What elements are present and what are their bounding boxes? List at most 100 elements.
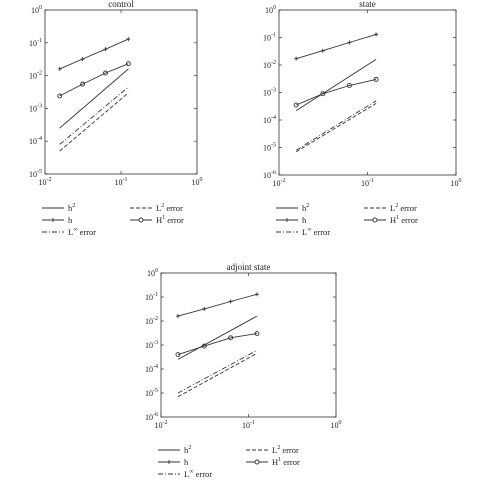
legend-item-l2-error: L2 error <box>246 445 299 455</box>
y-tick-label: 10-3 <box>263 88 276 98</box>
legend-item-l-inf-error: L∞ error <box>42 227 96 237</box>
legend-marker <box>372 217 378 223</box>
legend-label: h2 <box>302 203 309 213</box>
legend-item-l-inf-error: L∞ error <box>276 227 330 237</box>
chart-title: state <box>359 0 376 9</box>
point-marker <box>346 83 352 88</box>
legend-marker <box>167 460 171 464</box>
series-line <box>59 92 129 152</box>
legend-item-h: h <box>42 215 73 225</box>
series-line <box>296 33 377 60</box>
y-tick-label: 10-1 <box>263 33 276 43</box>
x-tick-label: 10-1 <box>361 178 374 188</box>
legend-label: L2 error <box>390 203 417 213</box>
point-marker <box>175 352 181 358</box>
legend: h2 L2 error h H1 error L∞ error <box>42 203 184 237</box>
series-h2 <box>177 315 258 360</box>
plot-frame <box>160 272 337 418</box>
point-marker <box>254 292 259 297</box>
legend-label: L2 error <box>272 445 299 455</box>
point-marker <box>103 47 108 52</box>
chart-title: adjoint state <box>227 262 271 272</box>
x-tick-label: 10-1 <box>115 177 128 187</box>
series-line <box>295 59 377 111</box>
legend: h2 L2 error h H1 error L∞ error <box>276 203 418 237</box>
point-marker <box>57 93 63 99</box>
point-marker <box>126 37 131 42</box>
y-tick-label: 10-5 <box>29 169 42 179</box>
point-marker <box>125 61 131 67</box>
point-marker <box>80 57 85 62</box>
y-tick-label: 10-1 <box>145 292 158 302</box>
legend-label: h <box>68 215 73 225</box>
legend-label: h2 <box>68 203 75 213</box>
point-marker <box>201 343 207 349</box>
legend-marker <box>51 218 55 222</box>
series-l-inf-error <box>177 349 258 394</box>
legend-item-h1-error: H1 error <box>364 215 418 225</box>
x-tick-label: 10-2 <box>155 420 168 430</box>
point-marker <box>80 81 86 87</box>
point-marker <box>294 56 299 61</box>
series-h2 <box>295 59 377 111</box>
series-l2-error <box>59 92 129 152</box>
series-line <box>177 349 258 394</box>
series-h <box>57 37 131 71</box>
x-tick-label: 100 <box>331 420 342 430</box>
series-line <box>59 63 129 97</box>
series-line <box>59 38 129 70</box>
point-marker <box>228 299 233 304</box>
series-line <box>177 352 258 398</box>
series-line <box>59 86 129 145</box>
chart-adjoint-state: adjoint state 10-6 10-5 10-4 10-3 10-2 10-1 100… <box>145 262 342 430</box>
legend-label: L∞ error <box>184 469 212 479</box>
point-marker <box>254 331 260 336</box>
x-tick-label: 10-1 <box>242 420 255 430</box>
legend: h2 L2 error h H1 error L∞ error <box>158 445 300 479</box>
legend-item-h: h <box>158 457 189 467</box>
point-marker <box>374 32 379 37</box>
y-tick-label: 10-2 <box>145 316 158 326</box>
legend-item-h1-error: H1 error <box>130 215 184 225</box>
point-marker <box>347 40 352 45</box>
legend-marker <box>138 217 144 223</box>
point-marker <box>202 306 207 311</box>
legend-item-h2: h2 <box>42 203 75 213</box>
series-line <box>295 103 377 153</box>
y-tick-label: 10-6 <box>145 412 158 422</box>
y-tick-label: 10-2 <box>29 71 42 81</box>
y-tick-label: 10-3 <box>145 340 158 350</box>
point-marker <box>373 76 379 82</box>
y-tick-label: 100 <box>265 5 276 15</box>
y-tick-label: 10-3 <box>29 103 42 113</box>
legend-item-h2: h2 <box>158 445 191 455</box>
series-h <box>175 292 259 319</box>
legend-item-h: h <box>276 215 307 225</box>
series-h <box>294 32 379 61</box>
chart-title: control <box>108 0 134 9</box>
y-tick-label: 10-1 <box>29 38 42 48</box>
legend-item-h1-error: H1 error <box>246 457 300 467</box>
series-h2 <box>59 68 129 129</box>
y-tick-label: 10-4 <box>29 136 42 146</box>
legend-label: h <box>302 215 307 225</box>
legend-label: L∞ error <box>302 227 330 237</box>
y-tick-label: 100 <box>31 5 42 15</box>
series-line <box>59 68 129 129</box>
point-marker <box>293 102 299 108</box>
series-line <box>177 333 258 356</box>
series-l2-error <box>295 103 377 153</box>
y-tick-label: 10-5 <box>145 388 158 398</box>
series-line <box>177 293 258 317</box>
chart-state: state 10-6 10-5 10-4 10-3 10-2 10-1 100 10-2 10-1… <box>263 0 462 188</box>
series-h1-error <box>57 61 131 99</box>
legend-label: H1 error <box>390 215 418 225</box>
legend-item-h2: h2 <box>276 203 309 213</box>
point-marker <box>103 70 108 76</box>
point-marker <box>57 66 62 71</box>
legend-label: h <box>184 457 189 467</box>
legend-label: L2 error <box>156 203 183 213</box>
y-tick-label: 10-5 <box>263 143 276 153</box>
series-l-inf-error <box>295 100 377 151</box>
series-line <box>177 315 258 360</box>
